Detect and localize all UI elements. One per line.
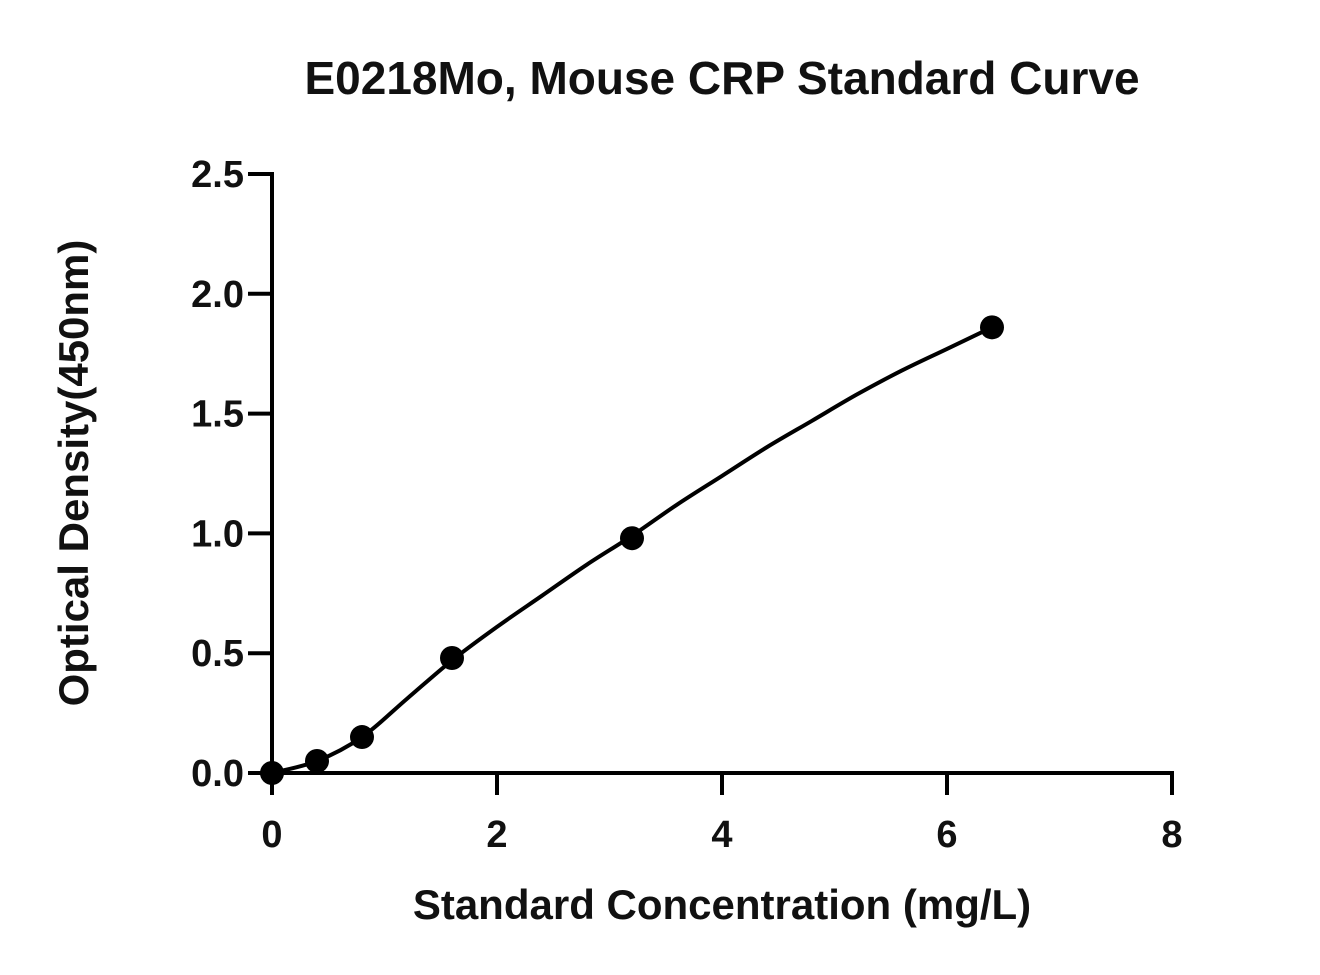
- x-axis-label: Standard Concentration (mg/L): [413, 881, 1031, 928]
- y-tick-label: 1.5: [191, 394, 244, 436]
- x-tick-label: 2: [486, 814, 507, 856]
- x-tick-label: 8: [1161, 814, 1182, 856]
- y-ticks: 0.0 0.5 1.0 1.5 2.0 2.5: [191, 154, 272, 795]
- y-tick-label: 2.0: [191, 274, 244, 316]
- data-point: [980, 315, 1004, 340]
- data-point: [260, 761, 284, 785]
- x-tick-label: 0: [261, 814, 282, 856]
- x-tick-label: 4: [711, 814, 732, 856]
- axes: [270, 172, 1174, 775]
- y-tick-label: 0.5: [191, 633, 244, 675]
- data-point: [305, 749, 329, 774]
- data-point: [620, 526, 644, 551]
- chart-title: E0218Mo, Mouse CRP Standard Curve: [304, 52, 1139, 104]
- x-ticks: 0 2 4 6 8: [261, 773, 1183, 856]
- y-axis-label: Optical Density(450nm): [50, 240, 97, 707]
- data-point: [350, 725, 374, 750]
- data-point: [440, 645, 464, 670]
- y-tick-label: 0.0: [191, 753, 244, 795]
- x-tick-label: 6: [936, 814, 957, 856]
- points-layer: [260, 315, 1004, 785]
- y-tick-label: 1.0: [191, 513, 244, 555]
- y-tick-label: 2.5: [191, 154, 244, 196]
